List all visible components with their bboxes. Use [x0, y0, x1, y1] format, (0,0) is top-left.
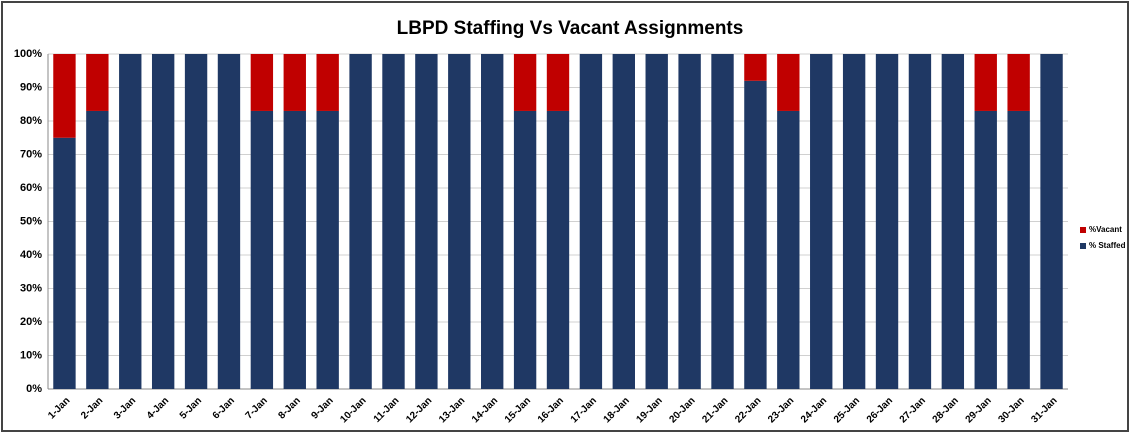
bar-segment: [316, 111, 338, 389]
bar-segment: [942, 54, 964, 389]
bar-segment: [1040, 54, 1062, 389]
bar-segment: [481, 54, 503, 389]
bar-segment: [53, 138, 75, 389]
bar-segment: [613, 54, 635, 389]
bar-segment: [53, 54, 75, 138]
bar-segment: [843, 54, 865, 389]
bar-segment: [251, 54, 273, 111]
y-tick-label: 70%: [20, 148, 42, 160]
legend-swatch: [1080, 227, 1086, 233]
y-tick-label: 10%: [20, 349, 42, 361]
y-tick-label: 100%: [14, 48, 42, 60]
bar-segment: [218, 54, 240, 389]
bar-segment: [185, 54, 207, 389]
bar-segment: [349, 54, 371, 389]
bar-segment: [547, 111, 569, 389]
bar-segment: [777, 111, 799, 389]
chart-title: LBPD Staffing Vs Vacant Assignments: [397, 18, 744, 39]
bar-segment: [119, 54, 141, 389]
y-tick-label: 80%: [20, 115, 42, 127]
bar-segment: [86, 111, 108, 389]
bar-segment: [1007, 111, 1029, 389]
bar-segment: [909, 54, 931, 389]
bar-segment: [975, 54, 997, 111]
legend-label: % Staffed: [1089, 241, 1126, 250]
bar-segment: [382, 54, 404, 389]
y-tick-label: 90%: [20, 81, 42, 93]
bar-segment: [711, 54, 733, 389]
bar-segment: [1007, 54, 1029, 111]
bar-segment: [514, 111, 536, 389]
y-tick-label: 0%: [26, 383, 42, 395]
bar-segment: [975, 111, 997, 389]
bar-segment: [448, 54, 470, 389]
bar-segment: [646, 54, 668, 389]
bar-segment: [547, 54, 569, 111]
bar-segment: [284, 111, 306, 389]
bar-segment: [876, 54, 898, 389]
y-tick-label: 60%: [20, 182, 42, 194]
bar-segment: [251, 111, 273, 389]
bar-segment: [744, 54, 766, 81]
bar-segment: [580, 54, 602, 389]
y-tick-label: 30%: [20, 282, 42, 294]
bar-segment: [284, 54, 306, 111]
bar-segment: [86, 54, 108, 111]
bar-segment: [415, 54, 437, 389]
chart: LBPD Staffing Vs Vacant Assignments 0% 10…: [0, 0, 1132, 435]
bar-segment: [810, 54, 832, 389]
y-tick-label: 20%: [20, 316, 42, 328]
bar-segment: [777, 54, 799, 111]
y-tick-label: 50%: [20, 215, 42, 227]
bar-segment: [152, 54, 174, 389]
legend-label: %Vacant: [1089, 225, 1122, 234]
y-tick-label: 40%: [20, 249, 42, 261]
bar-segment: [514, 54, 536, 111]
legend-swatch: [1080, 243, 1086, 249]
bar-segment: [316, 54, 338, 111]
bar-segment: [744, 81, 766, 389]
bar-segment: [678, 54, 700, 389]
